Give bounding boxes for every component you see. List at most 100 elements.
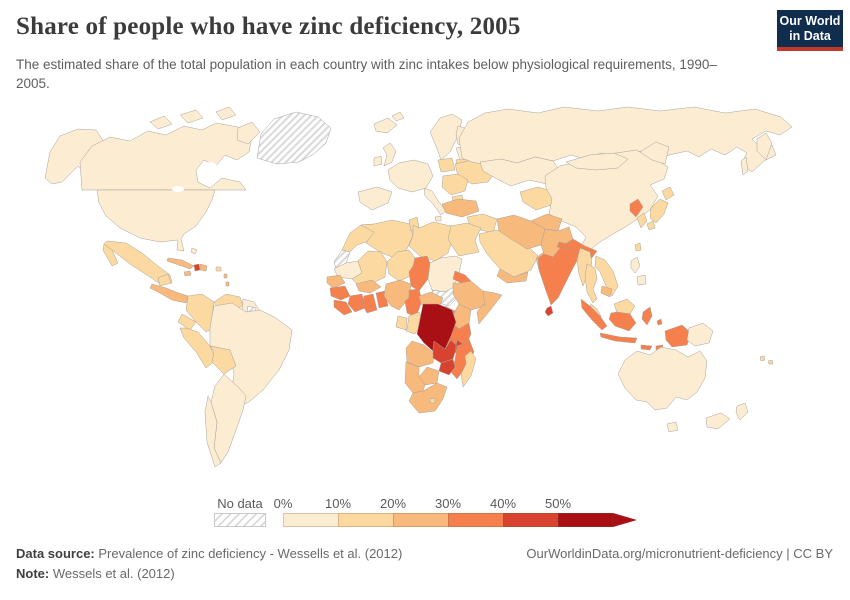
country-fiji-1[interactable] <box>759 355 766 362</box>
country-mexico-baja[interactable] <box>102 243 119 267</box>
country-united-states[interactable] <box>96 189 216 252</box>
country-greenland[interactable] <box>256 111 332 165</box>
country-puerto-rico[interactable] <box>215 266 222 272</box>
country-yemen[interactable] <box>496 268 529 284</box>
country-lesotho[interactable] <box>429 397 436 404</box>
country-russia-kamchatka[interactable] <box>756 132 773 161</box>
country-ghana[interactable] <box>361 293 378 314</box>
country-ireland[interactable] <box>373 155 383 167</box>
country-russia-sakhalin[interactable] <box>740 156 749 176</box>
country-nigeria[interactable] <box>383 279 412 311</box>
country-madagascar[interactable] <box>460 350 477 388</box>
country-japan-hokkaido[interactable] <box>661 186 675 201</box>
country-malaysia-borneo[interactable] <box>613 298 636 315</box>
country-vietnam[interactable] <box>594 255 619 297</box>
country-sri-lanka[interactable] <box>544 305 554 317</box>
country-japan-kyushu[interactable] <box>646 220 656 231</box>
country-canada-arctic-1[interactable] <box>149 115 173 130</box>
country-libya[interactable] <box>408 221 454 262</box>
country-australia-tasmania[interactable] <box>666 421 679 433</box>
country-egypt[interactable] <box>447 222 482 257</box>
country-philippines-luzon[interactable] <box>630 256 641 274</box>
country-south-africa[interactable] <box>408 382 448 414</box>
country-japan-honshu[interactable] <box>649 198 669 224</box>
legend-bin-40-50[interactable] <box>503 513 558 527</box>
country-turkey[interactable] <box>441 198 480 218</box>
country-botswana[interactable] <box>418 366 440 386</box>
country-poland[interactable] <box>437 157 456 173</box>
country-canada-arctic-2[interactable] <box>179 109 204 124</box>
legend-bin-30-40[interactable] <box>448 513 503 527</box>
country-cambodia[interactable] <box>600 285 613 298</box>
country-mongolia[interactable] <box>565 152 629 171</box>
country-new-zealand-south[interactable] <box>705 412 731 430</box>
country-indonesia-java[interactable] <box>599 332 638 344</box>
country-burkina-faso[interactable] <box>355 279 382 294</box>
country-indonesia-sunda-1[interactable] <box>640 344 653 351</box>
country-indonesia-papua[interactable] <box>664 324 692 348</box>
country-jamaica[interactable] <box>183 270 192 277</box>
country-italy[interactable] <box>423 187 447 216</box>
country-guinea[interactable] <box>329 285 351 301</box>
country-australia[interactable] <box>617 346 708 411</box>
country-nepal[interactable] <box>556 241 573 251</box>
country-somalia[interactable] <box>476 290 503 325</box>
country-western-sahara[interactable] <box>333 249 351 270</box>
country-chile[interactable] <box>204 395 222 468</box>
country-russia[interactable] <box>458 106 793 173</box>
legend-bin-10-20[interactable] <box>338 513 393 527</box>
country-western-europe[interactable] <box>387 159 434 193</box>
owid-logo[interactable]: Our World in Data <box>777 10 843 51</box>
country-indonesia-sumatra[interactable] <box>580 298 608 331</box>
country-lesser-antilles-1[interactable] <box>223 273 228 279</box>
country-algeria[interactable] <box>360 219 414 259</box>
legend-color-band[interactable] <box>283 513 613 527</box>
country-namibia[interactable] <box>404 361 426 394</box>
country-new-zealand-north[interactable] <box>735 402 749 421</box>
country-zimbabwe[interactable] <box>438 358 456 376</box>
country-north-korea[interactable] <box>629 198 644 218</box>
country-iceland[interactable] <box>373 117 398 134</box>
country-central-america[interactable] <box>149 283 189 304</box>
legend-bin-20-30[interactable] <box>393 513 448 527</box>
country-senegal[interactable] <box>326 274 346 289</box>
country-south-korea[interactable] <box>636 212 648 229</box>
country-canada-arctic-3[interactable] <box>215 106 237 121</box>
legend-no-data-swatch[interactable] <box>214 513 266 527</box>
country-united-kingdom[interactable] <box>382 142 397 167</box>
country-afghanistan[interactable] <box>530 213 563 232</box>
country-sierra-leone-liberia[interactable] <box>333 299 353 316</box>
world-map[interactable] <box>0 100 850 490</box>
country-philippines-mindanao[interactable] <box>636 274 647 286</box>
country-italy-sicily[interactable] <box>434 215 442 222</box>
legend-bin-50-plus[interactable] <box>558 513 613 527</box>
country-gabon[interactable] <box>395 315 408 331</box>
country-bahamas[interactable] <box>190 247 198 255</box>
country-spain[interactable] <box>357 186 393 211</box>
country-papua-new-guinea[interactable] <box>686 322 714 347</box>
country-canada[interactable] <box>79 122 253 191</box>
country-cuba[interactable] <box>166 257 195 270</box>
country-dominican-republic[interactable] <box>199 263 208 272</box>
country-congo[interactable] <box>405 311 424 335</box>
country-myanmar[interactable] <box>576 247 593 287</box>
country-brazil[interactable] <box>209 302 293 407</box>
legend-bin-0-10[interactable] <box>283 513 338 527</box>
country-mexico-yucatan[interactable] <box>157 273 172 287</box>
country-thailand[interactable] <box>584 263 598 304</box>
country-taiwan[interactable] <box>634 242 642 252</box>
country-cote-divoire[interactable] <box>347 293 366 313</box>
country-balkans[interactable] <box>441 173 469 196</box>
attribution-link[interactable]: OurWorldinData.org/micronutrient-deficie… <box>526 546 833 561</box>
country-indonesia-kalimantan[interactable] <box>608 311 637 332</box>
country-indonesia-sulawesi[interactable] <box>641 306 653 326</box>
country-svalbard[interactable] <box>391 111 405 122</box>
country-argentina[interactable] <box>210 373 247 464</box>
country-lesser-antilles-2[interactable] <box>225 281 230 287</box>
country-peru[interactable] <box>179 327 217 369</box>
country-haiti[interactable] <box>193 263 201 272</box>
country-canada-baffin[interactable] <box>236 121 261 145</box>
country-indonesia-maluku[interactable] <box>656 318 663 326</box>
country-china-manchuria[interactable] <box>639 141 670 165</box>
country-fiji-2[interactable] <box>767 359 774 365</box>
